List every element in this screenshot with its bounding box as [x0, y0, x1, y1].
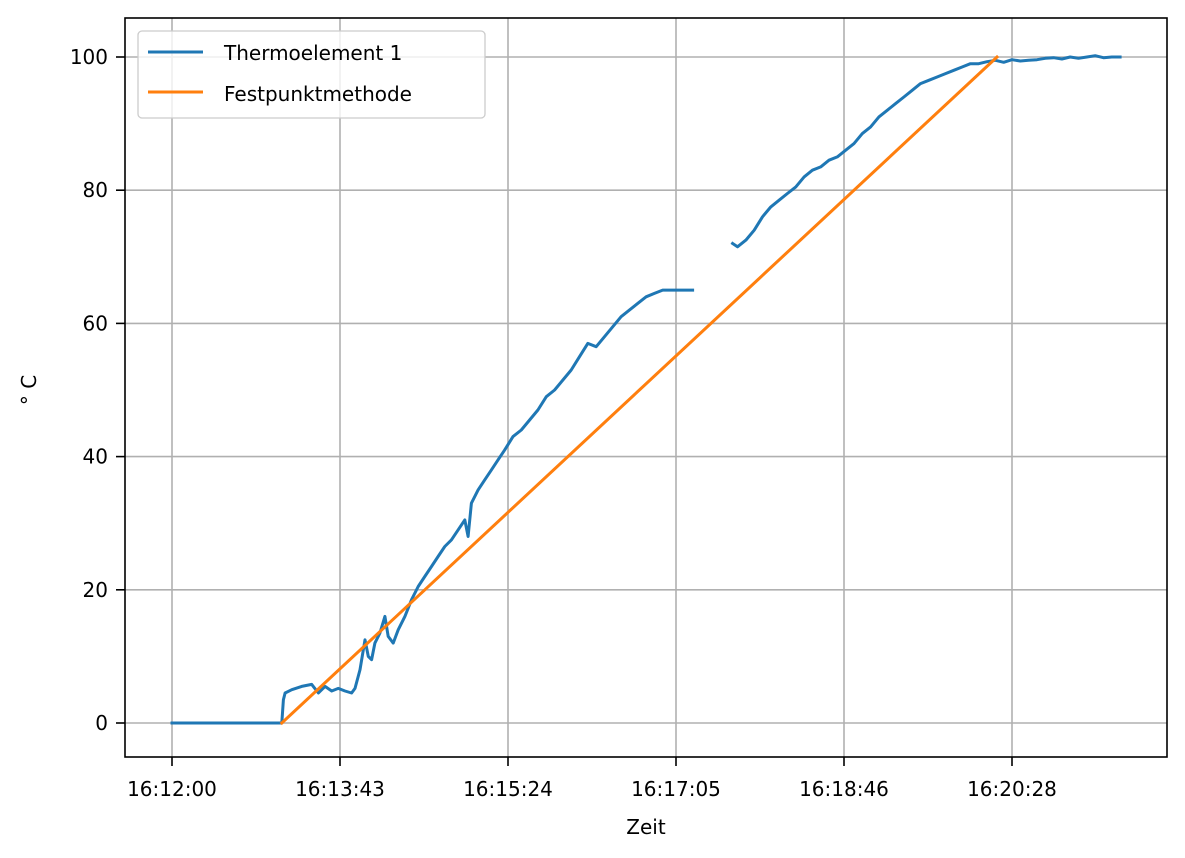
y-tick-label: 20	[83, 578, 108, 602]
legend: Thermoelement 1 Festpunktmethode	[137, 30, 486, 119]
y-tick-label: 100	[70, 45, 108, 69]
x-tick-label: 16:18:46	[799, 777, 889, 801]
plot-frame	[124, 17, 1168, 758]
x-tick-label: 16:13:43	[295, 777, 385, 801]
legend-label-thermoelement: Thermoelement 1	[223, 41, 402, 65]
y-tick-label: 0	[95, 711, 108, 735]
y-tick-label: 80	[83, 178, 108, 202]
x-axis-ticks: 16:12:00 16:13:43 16:15:24 16:17:05 16:18:46…	[127, 757, 1057, 801]
grid-lines	[125, 18, 1167, 757]
x-axis-label: Zeit	[626, 815, 666, 839]
x-tick-label: 16:12:00	[127, 777, 217, 801]
y-axis-label: ° C	[17, 375, 41, 405]
series-line-festpunktmethode	[279, 54, 1000, 726]
x-tick-label: 16:15:24	[463, 777, 553, 801]
y-tick-label: 40	[83, 445, 108, 469]
x-tick-label: 16:20:28	[967, 777, 1057, 801]
y-axis-ticks: 0 20 40 60 80 100	[70, 45, 125, 735]
legend-box	[137, 30, 486, 119]
plot-series	[170, 54, 1122, 726]
x-tick-label: 16:17:05	[631, 777, 721, 801]
series-line-thermoelement	[170, 54, 1122, 725]
legend-label-festpunktmethode: Festpunktmethode	[224, 82, 412, 106]
y-tick-label: 60	[83, 311, 108, 335]
